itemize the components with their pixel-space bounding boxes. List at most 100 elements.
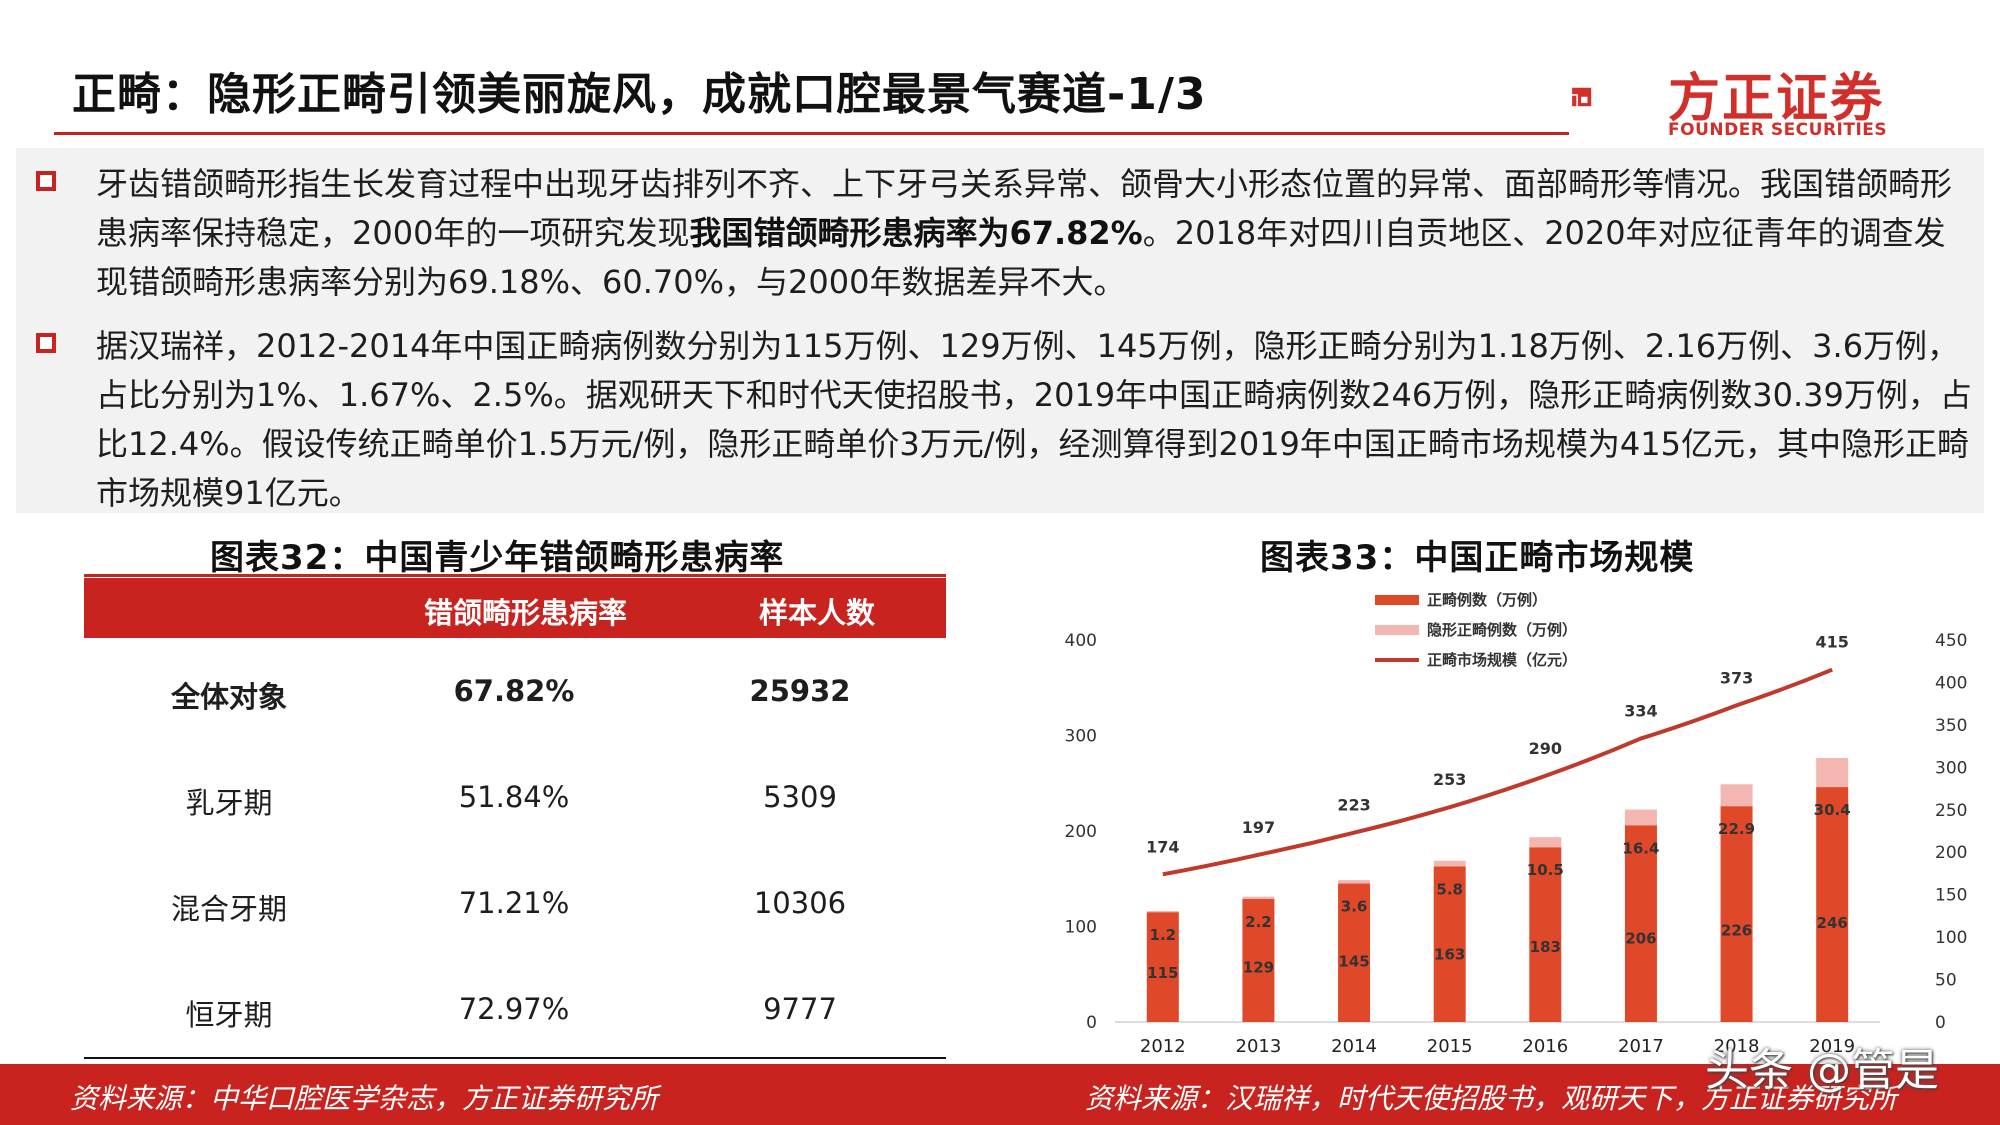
bullet-square-icon	[36, 171, 56, 191]
orthodontic-market-chart: 0 100 200 300 400 0 50 100 150 200 250 300 350 400 450…	[1065, 591, 1968, 1057]
source-left: 资料来源：中华口腔医学杂志，方正证券研究所	[70, 1082, 659, 1115]
y-right-tick-label: 200	[1935, 843, 1967, 863]
table-title: 图表32：中国青少年错颌畸形患病率	[210, 538, 785, 578]
bar-orthodontic-cases	[1242, 898, 1275, 1022]
table-cell-sample: 25932	[749, 674, 851, 708]
bar-label-orthodontic: 129	[1243, 959, 1274, 977]
bar-label-orthodontic: 163	[1434, 946, 1465, 964]
bar-invisible-cases	[1529, 837, 1562, 848]
line-data-label: 223	[1337, 796, 1370, 815]
bullet-2-text: 据汉瑞祥，2012-2014年中国正畸病例数分别为115万例、129万例、145…	[96, 327, 1972, 512]
legend-swatch-orthodontic	[1375, 595, 1419, 605]
header-prevalence: 错颌畸形患病率	[424, 596, 628, 630]
bar-label-invisible: 22.9	[1718, 820, 1755, 838]
bar-label-orthodontic: 145	[1338, 953, 1369, 971]
title-divider	[54, 132, 1569, 135]
table-cell-group: 全体对象	[170, 680, 287, 714]
y-right-tick-label: 350	[1935, 716, 1967, 736]
x-tick-label: 2013	[1236, 1036, 1282, 1057]
table-cell-sample: 5309	[763, 780, 837, 814]
bar-label-invisible: 30.4	[1814, 801, 1851, 819]
legend-swatch-invisible	[1375, 625, 1419, 635]
bar-label-invisible: 10.5	[1527, 861, 1564, 879]
bullet-square-icon	[36, 333, 56, 353]
y-right-tick-label: 100	[1935, 928, 1967, 948]
line-data-label: 373	[1720, 668, 1753, 687]
x-tick-label: 2017	[1618, 1036, 1664, 1057]
logo-text-en: FOUNDER SECURITIES	[1668, 120, 1888, 140]
bar-invisible-cases	[1816, 758, 1849, 788]
market-size-line	[1162, 667, 1833, 877]
legend-label-invisible: 隐形正畸例数（万例）	[1427, 621, 1577, 639]
table-cell-sample: 10306	[753, 886, 847, 920]
page-title: 正畸：隐形正畸引领美丽旋风，成就口腔最景气赛道-1/3	[72, 69, 1207, 120]
line-data-label: 290	[1529, 739, 1562, 758]
bar-label-orthodontic: 226	[1721, 922, 1752, 940]
y-right-tick-label: 150	[1935, 886, 1967, 906]
table-top-rule	[84, 574, 946, 577]
table-bottom-rule	[84, 1057, 946, 1059]
table-header-row: 错颌畸形患病率 样本人数	[84, 578, 946, 638]
footer-bar	[0, 1064, 2000, 1125]
x-tick-label: 2012	[1140, 1036, 1186, 1057]
bar-label-invisible: 16.4	[1622, 839, 1659, 857]
bar-label-invisible: 1.2	[1150, 926, 1177, 944]
bar-invisible-cases	[1624, 809, 1657, 826]
y-right-tick-label: 300	[1935, 758, 1967, 778]
bar-label-orthodontic: 246	[1817, 914, 1848, 932]
chart-title: 图表33：中国正畸市场规模	[1260, 538, 1695, 578]
y-right-tick-label: 250	[1935, 801, 1967, 821]
bar-label-invisible: 3.6	[1341, 898, 1368, 916]
source-right: 资料来源：汉瑞祥，时代天使招股书，观研天下，方正证券研究所	[1085, 1082, 1898, 1115]
header-sample-size: 样本人数	[759, 596, 876, 630]
table-cell-group: 乳牙期	[185, 786, 273, 820]
line-data-label: 253	[1433, 770, 1466, 789]
x-tick-label: 2018	[1714, 1036, 1760, 1057]
watermark: 头条 @管是	[1705, 1045, 1939, 1096]
x-tick-label: 2019	[1809, 1036, 1855, 1057]
bar-invisible-cases	[1146, 911, 1179, 913]
y-right-tick-label: 400	[1935, 673, 1967, 693]
y-right-tick-label: 50	[1935, 971, 1957, 991]
table-cell-rate: 51.84%	[458, 780, 570, 814]
legend-label-orthodontic: 正畸例数（万例）	[1427, 591, 1547, 609]
bar-orthodontic-cases	[1338, 883, 1371, 1022]
table-cell-sample: 9777	[763, 992, 837, 1026]
bar-invisible-cases	[1338, 880, 1371, 884]
bar-invisible-cases	[1242, 896, 1275, 899]
table-cell-group: 混合牙期	[170, 892, 287, 926]
bullet-1-text: 牙齿错颌畸形指生长发育过程中出现牙齿排列不齐、上下牙弓关系异常、颌骨大小形态位置…	[96, 165, 1953, 301]
table-cell-rate: 67.82%	[453, 674, 575, 708]
table-cell-group: 恒牙期	[185, 998, 273, 1032]
x-tick-label: 2015	[1427, 1036, 1473, 1057]
bar-label-orthodontic: 183	[1530, 938, 1561, 956]
bar-label-orthodontic: 206	[1625, 929, 1656, 947]
y-left-tick-label: 100	[1065, 918, 1097, 938]
table-cell-rate: 71.21%	[458, 886, 570, 920]
line-data-label: 334	[1624, 701, 1657, 720]
bar-orthodontic-cases	[1720, 806, 1753, 1022]
y-right-tick-label: 450	[1935, 631, 1967, 651]
bar-label-orthodontic: 115	[1147, 964, 1178, 982]
line-data-label: 174	[1146, 837, 1179, 856]
bar-invisible-cases	[1433, 860, 1466, 867]
legend-label-market: 正畸市场规模（亿元）	[1427, 651, 1577, 669]
table-cell-rate: 72.97%	[458, 992, 570, 1026]
x-tick-label: 2016	[1522, 1036, 1568, 1057]
line-data-label: 415	[1815, 633, 1848, 652]
line-data-label: 197	[1242, 818, 1275, 837]
bar-orthodontic-cases	[1624, 825, 1657, 1022]
y-left-tick-label: 300	[1065, 727, 1097, 747]
y-left-tick-label: 200	[1065, 822, 1097, 842]
bar-orthodontic-cases	[1433, 866, 1466, 1022]
y-left-tick-label: 0	[1086, 1013, 1097, 1033]
x-tick-label: 2014	[1331, 1036, 1377, 1057]
y-left-tick-label: 400	[1065, 631, 1097, 651]
bar-orthodontic-cases	[1146, 912, 1179, 1022]
bar-orthodontic-cases	[1529, 847, 1562, 1022]
logo-text-cn: 方正证券	[1668, 69, 1885, 129]
bar-invisible-cases	[1720, 784, 1753, 807]
y-right-tick-label: 0	[1935, 1013, 1946, 1033]
bar-label-invisible: 2.2	[1245, 913, 1272, 931]
bar-label-invisible: 5.8	[1436, 880, 1463, 898]
